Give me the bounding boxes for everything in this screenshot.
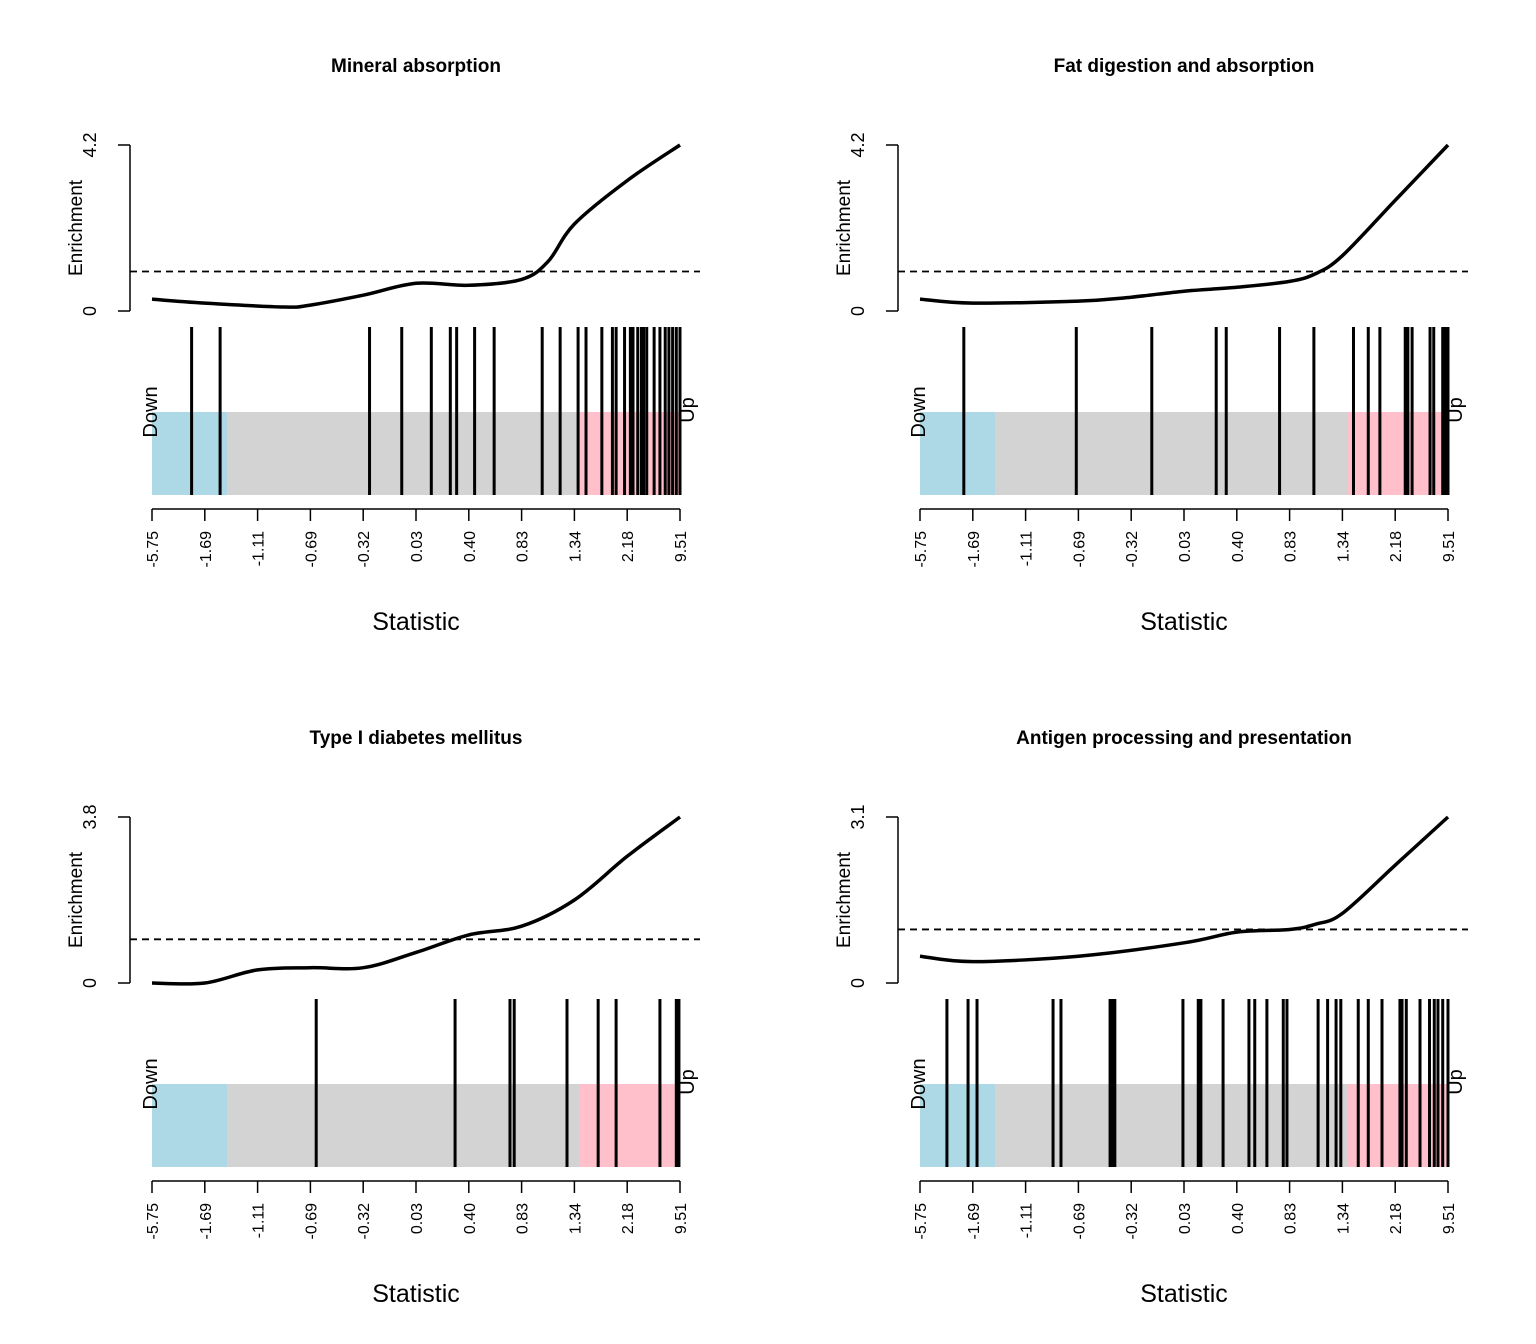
- x-tick-label: 1.34: [1335, 1203, 1352, 1234]
- x-tick-label: 9.51: [673, 1203, 690, 1234]
- x-tick-label: 9.51: [1441, 531, 1458, 562]
- x-tick-label: 0.40: [1230, 531, 1247, 562]
- up-label: Up: [1445, 1069, 1467, 1095]
- down-label: Down: [908, 386, 930, 437]
- y-tick-label: 3.8: [80, 804, 100, 829]
- x-tick-label: -0.32: [356, 531, 373, 568]
- x-tick-label: 0.40: [1230, 1203, 1247, 1234]
- x-axis-label: Statistic: [372, 608, 460, 636]
- enrichment-curve: [919, 815, 1450, 964]
- x-tick-label: 0.03: [1177, 1203, 1194, 1234]
- x-tick-label: -1.69: [966, 1203, 983, 1240]
- y-tick-label: 3.1: [848, 804, 868, 829]
- y-axis-label: Enrichment: [66, 851, 87, 948]
- middle-region: [227, 1084, 579, 1167]
- x-tick-label: -5.75: [145, 531, 162, 568]
- y-tick-label: 0: [848, 306, 868, 316]
- y-axis-label: Enrichment: [66, 179, 87, 276]
- x-tick-label: -1.11: [251, 1203, 268, 1238]
- x-tick-label: 1.34: [1335, 531, 1352, 562]
- x-tick-label: -1.69: [966, 531, 983, 568]
- x-tick-label: 2.18: [1388, 531, 1405, 562]
- x-tick-label: 0.40: [462, 1203, 479, 1234]
- y-tick-label: 0: [80, 306, 100, 316]
- panel-title: Type I diabetes mellitus: [310, 728, 523, 749]
- x-tick-label: -0.69: [1071, 531, 1088, 568]
- x-tick-label: -5.75: [913, 531, 930, 568]
- panel-2: Fat digestion and absorption 0 4.2 Enrichme…: [834, 56, 1468, 636]
- x-tick-label: -1.11: [1019, 531, 1036, 566]
- panel-1: Mineral absorption 0 4.2 Enrichment Down Up -5…: [66, 56, 700, 636]
- x-tick-label: -5.75: [145, 1203, 162, 1240]
- x-tick-label: -1.11: [251, 531, 268, 566]
- panel-title: Antigen processing and presentation: [1016, 728, 1352, 749]
- x-tick-label: 0.83: [1283, 1203, 1300, 1234]
- y-axis-label: Enrichment: [834, 851, 855, 948]
- x-tick-label: 2.18: [1388, 1203, 1405, 1234]
- x-tick-label: -1.11: [1019, 1203, 1036, 1238]
- x-tick-label: -0.69: [303, 531, 320, 568]
- x-axis-label: Statistic: [1140, 608, 1228, 636]
- x-tick-label: 9.51: [1441, 1203, 1458, 1234]
- x-tick-label: 2.18: [620, 531, 637, 562]
- enrichment-curve: [151, 815, 682, 986]
- y-tick-label: 4.2: [848, 132, 868, 157]
- x-tick-label: -0.32: [1124, 1203, 1141, 1240]
- middle-region: [995, 412, 1347, 495]
- x-tick-label: 0.03: [1177, 531, 1194, 562]
- enrichment-curve: [151, 143, 681, 309]
- down-label: Down: [140, 386, 162, 437]
- x-tick-label: 0.83: [515, 531, 532, 562]
- y-tick-label: 4.2: [80, 132, 100, 157]
- down-region: [152, 1084, 227, 1167]
- x-tick-label: 1.34: [567, 1203, 584, 1234]
- x-tick-label: 1.34: [567, 531, 584, 562]
- x-tick-label: 0.40: [462, 531, 479, 562]
- panel-title: Mineral absorption: [331, 56, 501, 77]
- up-region: [1347, 1084, 1448, 1167]
- up-label: Up: [1445, 397, 1467, 423]
- x-tick-label: -0.69: [303, 1203, 320, 1240]
- up-region: [579, 1084, 680, 1167]
- y-tick-label: 0: [80, 978, 100, 988]
- panel-title: Fat digestion and absorption: [1054, 56, 1315, 77]
- x-tick-label: 0.83: [515, 1203, 532, 1234]
- up-label: Up: [677, 397, 699, 423]
- x-tick-label: 0.83: [1283, 531, 1300, 562]
- x-tick-label: -0.32: [1124, 531, 1141, 568]
- x-tick-label: -5.75: [913, 1203, 930, 1240]
- x-axis-label: Statistic: [372, 1280, 460, 1308]
- panel-4: Antigen processing and presentation 0 3.1 E…: [834, 728, 1468, 1308]
- x-tick-label: 9.51: [673, 531, 690, 562]
- down-region: [152, 412, 227, 495]
- x-tick-label: -0.32: [356, 1203, 373, 1240]
- x-tick-label: -1.69: [198, 1203, 215, 1240]
- up-label: Up: [677, 1069, 699, 1095]
- y-tick-label: 0: [848, 978, 868, 988]
- down-label: Down: [908, 1058, 930, 1109]
- enrichment-curve: [919, 143, 1450, 305]
- down-region: [920, 1084, 995, 1167]
- down-region: [920, 412, 995, 495]
- x-tick-label: 0.03: [409, 1203, 426, 1234]
- panel-3: Type I diabetes mellitus 0 3.8 Enrichment Do…: [66, 728, 700, 1308]
- x-tick-label: -1.69: [198, 531, 215, 568]
- x-axis-label: Statistic: [1140, 1280, 1228, 1308]
- middle-region: [995, 1084, 1347, 1167]
- x-tick-label: 0.03: [409, 531, 426, 562]
- down-label: Down: [140, 1058, 162, 1109]
- y-axis-label: Enrichment: [834, 179, 855, 276]
- x-tick-label: -0.69: [1071, 1203, 1088, 1240]
- x-tick-label: 2.18: [620, 1203, 637, 1234]
